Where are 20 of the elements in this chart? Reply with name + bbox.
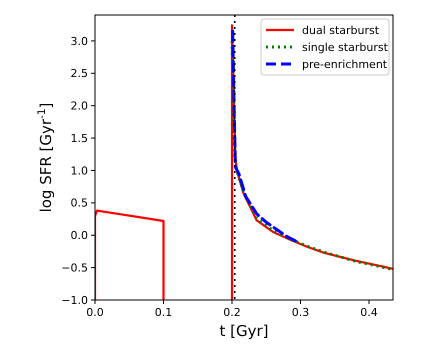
legend-label: dual starburst bbox=[302, 24, 380, 37]
y-tick-label: 2.5 bbox=[70, 67, 88, 80]
y-tick-label: 1.0 bbox=[70, 164, 88, 178]
y-tick-label: 3.0 bbox=[70, 34, 88, 48]
x-tick-label: 0.1 bbox=[154, 306, 172, 319]
y-tick-label: 0.5 bbox=[70, 196, 88, 210]
y-tick-label: −1.0 bbox=[61, 294, 88, 307]
x-tick-label: 0.2 bbox=[223, 306, 241, 319]
y-tick-label: 2.0 bbox=[70, 100, 88, 113]
line-series bbox=[230, 39, 393, 272]
x-axis-title: t [Gyr] bbox=[219, 322, 269, 340]
x-tick-label: 0.3 bbox=[292, 306, 310, 319]
y-tick-label: 1.5 bbox=[70, 132, 88, 145]
x-tick-label: 0.0 bbox=[86, 306, 104, 319]
legend-label: pre-enrichment bbox=[302, 58, 388, 71]
line-series bbox=[231, 30, 299, 244]
legend-label: single starburst bbox=[302, 40, 389, 54]
y-tick-label: −0.5 bbox=[61, 261, 88, 274]
x-tick-label: 0.4 bbox=[360, 306, 378, 319]
y-tick-label: 0.0 bbox=[70, 229, 88, 242]
